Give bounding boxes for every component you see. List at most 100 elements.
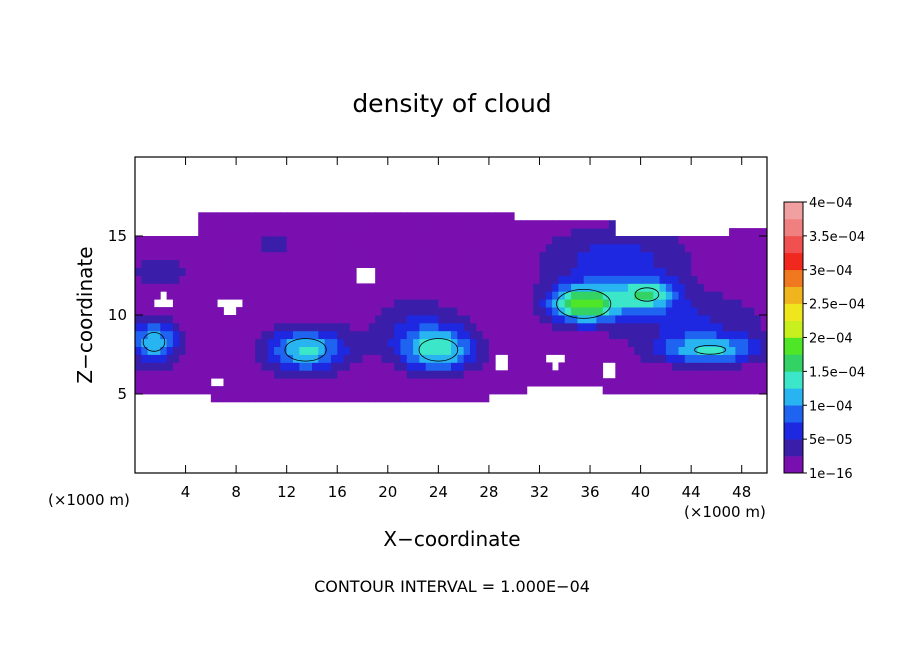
density-cell xyxy=(318,315,325,324)
density-cell xyxy=(349,378,357,387)
density-cell xyxy=(274,291,281,300)
density-cell xyxy=(413,236,420,245)
density-cell xyxy=(286,251,294,261)
density-cell xyxy=(311,236,319,245)
density-cell xyxy=(280,220,288,229)
density-cell xyxy=(590,228,597,237)
density-cell xyxy=(147,259,155,268)
density-cell xyxy=(210,362,218,371)
density-cell xyxy=(627,299,635,308)
density-cell xyxy=(318,346,325,355)
density-cell xyxy=(545,283,553,292)
density-cell xyxy=(153,259,161,268)
density-cell xyxy=(482,370,490,379)
density-cell xyxy=(274,386,281,395)
density-cell xyxy=(590,243,597,253)
density-cell xyxy=(754,307,762,316)
density-cell xyxy=(198,243,205,253)
density-cell xyxy=(457,228,465,237)
density-cell xyxy=(172,267,180,276)
density-cell xyxy=(191,370,199,379)
density-cell xyxy=(299,259,307,268)
density-cell xyxy=(469,370,477,379)
density-cell xyxy=(697,259,705,268)
density-cell xyxy=(229,322,237,332)
density-cell xyxy=(349,386,357,395)
density-cell xyxy=(760,228,768,237)
density-cell xyxy=(394,299,401,308)
density-cell xyxy=(520,291,528,300)
density-cell xyxy=(634,378,641,387)
density-cell xyxy=(501,338,509,347)
density-cell xyxy=(684,251,692,261)
density-cell xyxy=(495,378,502,387)
density-cell xyxy=(451,370,458,379)
density-cell xyxy=(526,330,534,340)
density-cell xyxy=(501,299,509,308)
density-cell xyxy=(223,362,231,371)
density-cell xyxy=(261,251,269,261)
density-cell xyxy=(432,330,439,340)
density-cell xyxy=(646,259,654,268)
density-cell xyxy=(274,338,281,347)
density-cell xyxy=(602,228,610,237)
density-cell xyxy=(539,362,547,371)
density-cell xyxy=(229,243,237,253)
density-cell xyxy=(748,267,755,276)
density-cell xyxy=(141,322,149,332)
density-cell xyxy=(615,307,623,316)
density-cell xyxy=(596,283,604,292)
density-cell xyxy=(135,275,142,284)
density-cell xyxy=(748,354,755,363)
density-cell xyxy=(476,338,483,347)
density-cell xyxy=(179,291,186,300)
density-cell xyxy=(716,267,724,276)
density-cell xyxy=(236,243,243,253)
density-cell xyxy=(640,291,648,300)
density-cell xyxy=(482,362,490,371)
colorbar-band xyxy=(784,252,803,271)
density-cell xyxy=(147,251,155,261)
density-cell xyxy=(748,346,755,355)
density-cell xyxy=(520,315,528,324)
density-cell xyxy=(716,236,724,245)
density-cell xyxy=(204,322,212,332)
density-cell xyxy=(330,275,338,284)
density-cell xyxy=(488,299,496,308)
density-cell xyxy=(552,228,559,237)
density-cell xyxy=(627,236,635,245)
density-cell xyxy=(507,243,515,253)
density-cell xyxy=(596,315,604,324)
density-cell xyxy=(558,307,566,316)
density-cell xyxy=(147,315,155,324)
density-cell xyxy=(710,322,717,332)
density-cell xyxy=(659,299,667,308)
density-cell xyxy=(381,386,389,395)
density-cell xyxy=(394,251,401,261)
density-cell xyxy=(406,259,414,268)
density-cell xyxy=(646,330,654,340)
density-cell xyxy=(741,236,749,245)
density-cell xyxy=(299,394,307,403)
density-cell xyxy=(185,236,193,245)
colorbar-band xyxy=(784,354,803,372)
density-cell xyxy=(741,378,749,387)
density-cell xyxy=(583,307,591,316)
density-cell xyxy=(236,228,243,237)
density-cell xyxy=(760,307,768,316)
density-cell xyxy=(362,299,370,308)
density-cell xyxy=(495,259,502,268)
density-cell xyxy=(141,283,149,292)
density-cell xyxy=(191,251,199,261)
density-cell xyxy=(400,346,408,355)
density-cell xyxy=(710,283,717,292)
density-cell xyxy=(539,259,547,268)
density-cell xyxy=(564,243,572,253)
density-cell xyxy=(406,267,414,276)
y-axis-label: Z−coordinate xyxy=(73,246,97,383)
density-cell xyxy=(444,346,452,355)
density-cell xyxy=(286,307,294,316)
density-cell xyxy=(741,330,749,340)
density-cell xyxy=(482,212,490,221)
density-cell xyxy=(330,362,338,371)
